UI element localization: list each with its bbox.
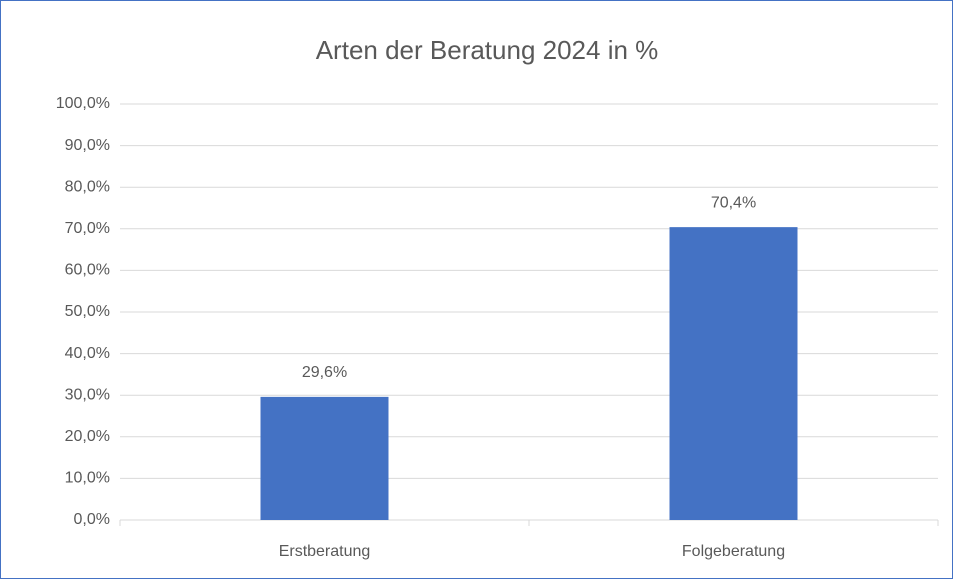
y-tick-label: 30,0% — [65, 386, 110, 403]
y-tick-label: 50,0% — [65, 303, 110, 320]
x-tick-label: Folgeberatung — [682, 543, 785, 560]
value-label: 29,6% — [302, 364, 347, 381]
y-tick-label: 10,0% — [65, 470, 110, 487]
y-tick-label: 0,0% — [74, 511, 110, 528]
bar — [260, 396, 389, 520]
bar — [669, 227, 798, 521]
value-label: 70,4% — [711, 194, 756, 211]
chart-title: Arten der Beratung 2024 in % — [316, 35, 659, 65]
y-tick-label: 70,0% — [65, 220, 110, 237]
y-tick-label: 40,0% — [65, 345, 110, 362]
y-tick-label: 90,0% — [65, 137, 110, 154]
y-tick-label: 100,0% — [56, 95, 110, 112]
x-tick-label: Erstberatung — [279, 543, 371, 560]
y-tick-label: 60,0% — [65, 262, 110, 279]
y-tick-label: 20,0% — [65, 428, 110, 445]
y-tick-label: 80,0% — [65, 178, 110, 195]
